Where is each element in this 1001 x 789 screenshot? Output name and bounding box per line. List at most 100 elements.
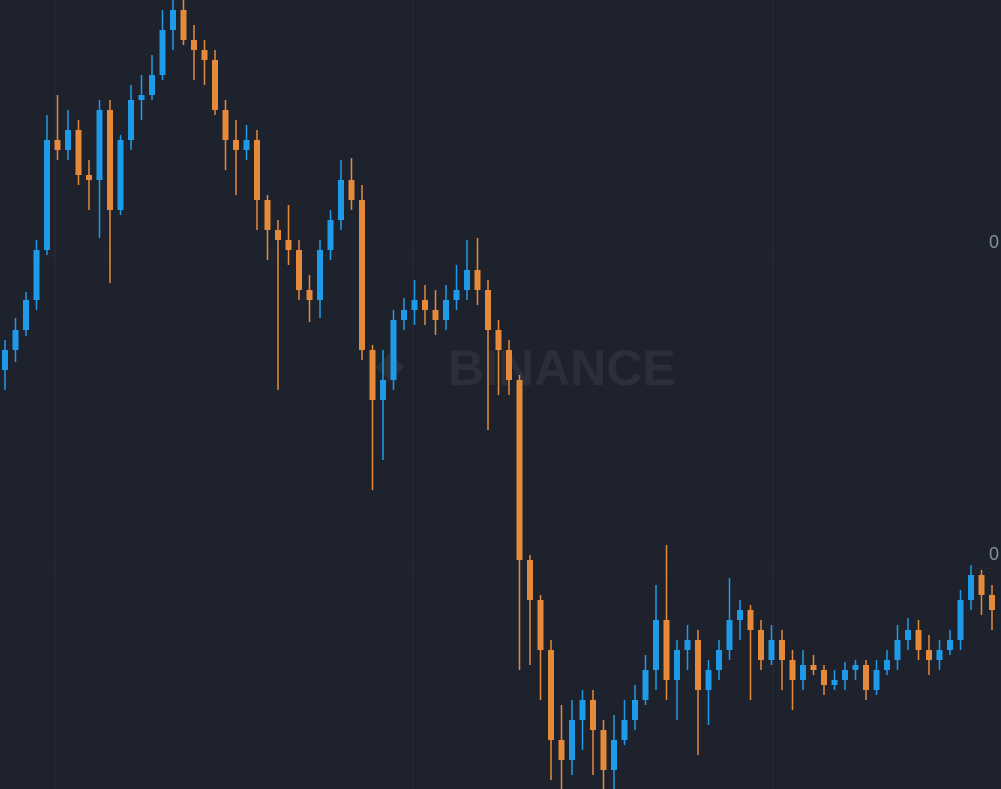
candle-body <box>516 380 523 560</box>
candle-body <box>128 100 134 140</box>
candle-body <box>222 110 229 140</box>
candle-body <box>947 640 953 650</box>
candle-body <box>12 330 19 350</box>
candle-body <box>978 575 985 595</box>
candle-body <box>191 40 197 50</box>
candle-body <box>705 670 712 690</box>
candle-body <box>779 640 785 660</box>
candle-body <box>422 300 428 310</box>
candle-body <box>159 30 166 75</box>
candle-body <box>275 230 281 240</box>
candle-body <box>894 640 901 660</box>
candle-body <box>653 620 659 670</box>
candle-body <box>390 320 397 380</box>
candle-body <box>86 175 92 180</box>
candle-body <box>432 310 439 320</box>
candle-body <box>233 140 239 150</box>
candle-body <box>243 140 250 150</box>
candle-body <box>632 700 638 720</box>
candle-body <box>621 720 628 740</box>
candle-body <box>306 290 313 300</box>
candle-body <box>611 740 617 770</box>
candle-body <box>831 680 838 685</box>
candle-body <box>33 250 40 300</box>
candle-body <box>821 670 827 685</box>
candle-body <box>359 200 365 350</box>
candle-body <box>443 300 449 320</box>
candle-body <box>600 730 607 770</box>
candle-body <box>296 250 302 290</box>
candle-body <box>254 140 260 200</box>
candle-body <box>411 300 418 310</box>
candle-body <box>327 220 334 250</box>
candle-body <box>695 640 701 690</box>
candle-body <box>44 140 50 250</box>
candle-body <box>905 630 911 640</box>
candle-body <box>915 630 922 650</box>
candle-body <box>936 650 943 660</box>
candle-body <box>884 660 890 670</box>
candle-body <box>369 350 376 400</box>
candle-body <box>716 650 722 670</box>
candle-body <box>968 575 974 600</box>
candle-body <box>464 270 470 290</box>
candle-body <box>170 10 176 30</box>
candle-body <box>569 720 575 760</box>
candle-body <box>54 140 61 150</box>
candle-body <box>338 180 344 220</box>
candle-body <box>684 640 691 650</box>
candle-body <box>674 650 680 680</box>
candle-body <box>590 700 596 730</box>
candle-body <box>842 670 848 680</box>
candle-body <box>558 740 565 760</box>
candle-body <box>663 620 670 680</box>
candle-body <box>212 60 218 110</box>
candle-body <box>926 650 932 660</box>
watermark: BINANCE <box>448 340 676 396</box>
candle-body <box>579 700 586 720</box>
candle-body <box>527 560 533 600</box>
candle-body <box>65 130 71 150</box>
candle-body <box>863 665 869 690</box>
candle-body <box>117 140 124 210</box>
candle-body <box>726 620 733 650</box>
candle-body <box>957 600 964 640</box>
candle-body <box>180 10 187 40</box>
candle-body <box>264 200 271 230</box>
candle-body <box>548 650 554 740</box>
candle-body <box>800 665 806 680</box>
candle-body <box>737 610 743 620</box>
candle-body <box>537 600 544 650</box>
candle-body <box>506 350 512 380</box>
candle-body <box>401 310 407 320</box>
candle-body <box>485 290 491 330</box>
candle-body <box>96 110 103 180</box>
candle-body <box>23 300 29 330</box>
candle-body <box>789 660 796 680</box>
candle-body <box>138 95 145 100</box>
candle-body <box>989 595 995 610</box>
candle-body <box>495 330 502 350</box>
candle-body <box>758 630 764 660</box>
candle-body <box>201 50 208 60</box>
candle-body <box>873 670 880 690</box>
candle-body <box>380 380 386 400</box>
candle-body <box>285 240 292 250</box>
candle-body <box>348 180 355 200</box>
candle-body <box>75 130 82 175</box>
candle-body <box>747 610 754 630</box>
candle-body <box>810 665 817 670</box>
candle-body <box>642 670 649 700</box>
y-tick-label: 0 <box>989 232 999 252</box>
candle-body <box>2 350 8 370</box>
y-tick-label: 0 <box>989 544 999 564</box>
candle-body <box>317 250 323 300</box>
candle-body <box>107 110 113 210</box>
candle-body <box>768 640 775 660</box>
candle-body <box>149 75 155 95</box>
candle-body <box>852 665 859 670</box>
